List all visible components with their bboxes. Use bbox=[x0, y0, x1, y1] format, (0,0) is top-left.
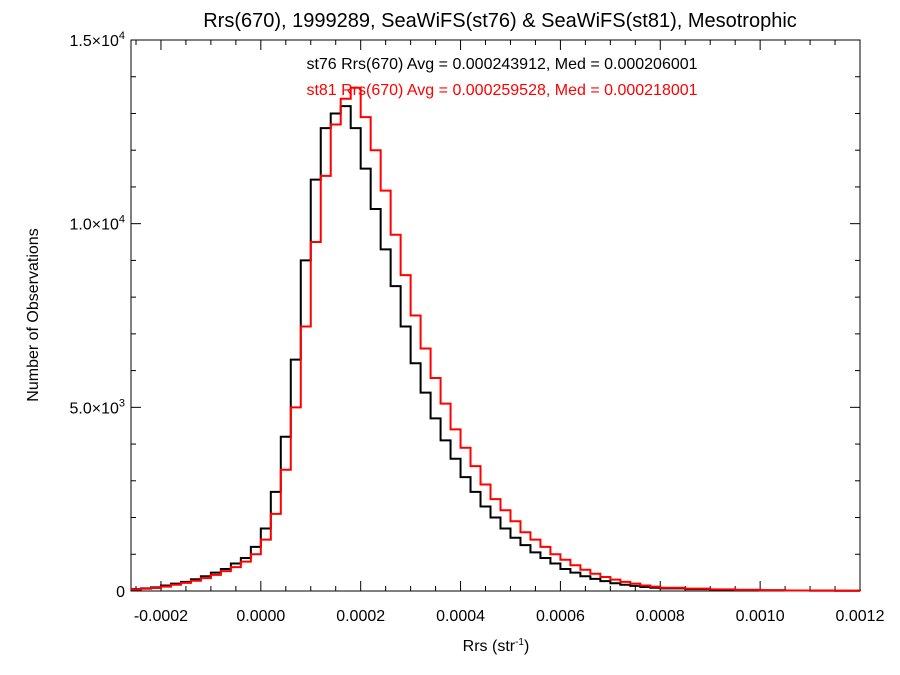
x-axis-label-close: ) bbox=[524, 638, 529, 655]
x-tick-label-2: 0.0002 bbox=[336, 608, 385, 625]
annotation-st81: st81 Rrs(670) Avg = 0.000259528, Med = 0… bbox=[306, 82, 697, 99]
y-tick-label-3: 1.5×104 bbox=[69, 30, 125, 50]
x-axis-label-sup: -1 bbox=[515, 637, 524, 648]
x-axis-label-main: Rrs (str bbox=[463, 638, 516, 655]
plot-area: -0.0002 0.0000 0.0002 0.0004 0.0006 0.0008 0.0… bbox=[69, 30, 884, 625]
x-tick-label-3: 0.0004 bbox=[436, 608, 485, 625]
annotation-st76: st76 Rrs(670) Avg = 0.000243912, Med = 0… bbox=[306, 56, 697, 73]
series-st81-line bbox=[131, 86, 861, 592]
x-tick-label-6: 0.0010 bbox=[736, 608, 785, 625]
y-tick-label-0: 0 bbox=[116, 584, 125, 601]
axis-ticks: -0.0002 0.0000 0.0002 0.0004 0.0006 0.0008 0.0… bbox=[69, 30, 884, 625]
y-tick-label-1: 5.0×103 bbox=[69, 397, 125, 417]
plot-frame bbox=[130, 39, 861, 592]
x-tick-label-1: 0.0000 bbox=[236, 608, 285, 625]
x-tick-label-0: -0.0002 bbox=[134, 608, 188, 625]
y-axis-label: Number of Observations bbox=[25, 228, 42, 401]
x-tick-label-4: 0.0006 bbox=[536, 608, 585, 625]
histogram-series bbox=[131, 86, 861, 592]
chart-title: Rrs(670), 1999289, SeaWiFS(st76) & SeaWi… bbox=[203, 10, 797, 32]
y-tick-label-2: 1.0×104 bbox=[69, 214, 125, 234]
x-tick-label-7: 0.0012 bbox=[836, 608, 885, 625]
x-tick-label-5: 0.0008 bbox=[636, 608, 685, 625]
series-st76-line bbox=[131, 105, 861, 592]
x-axis-label: Rrs (str-1) bbox=[463, 637, 530, 655]
